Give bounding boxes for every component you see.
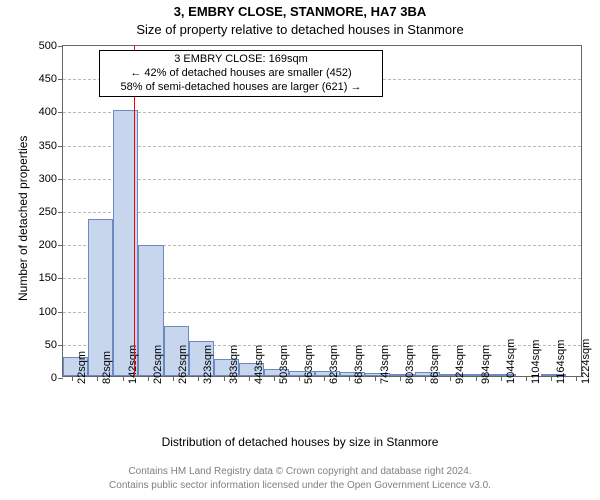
x-tick-mark bbox=[198, 376, 199, 381]
x-tick-label: 142sqm bbox=[127, 345, 139, 384]
x-tick-mark bbox=[526, 376, 527, 381]
x-tick-label: 563sqm bbox=[303, 345, 315, 384]
y-tick-label: 100 bbox=[39, 306, 57, 318]
x-axis-label: Distribution of detached houses by size … bbox=[0, 435, 600, 449]
annotation-box: 3 EMBRY CLOSE: 169sqm← 42% of detached h… bbox=[99, 50, 383, 97]
y-tick-mark bbox=[58, 345, 63, 346]
x-tick-mark bbox=[551, 376, 552, 381]
x-tick-label: 22sqm bbox=[76, 351, 88, 384]
y-tick-mark bbox=[58, 312, 63, 313]
y-tick-mark bbox=[58, 112, 63, 113]
footer-line-2: Contains public sector information licen… bbox=[0, 480, 600, 491]
y-tick-mark bbox=[58, 245, 63, 246]
annotation-line: ← 42% of detached houses are smaller (45… bbox=[106, 67, 376, 81]
x-tick-label: 262sqm bbox=[177, 345, 189, 384]
y-tick-label: 350 bbox=[39, 140, 57, 152]
chart-subtitle: Size of property relative to detached ho… bbox=[0, 22, 600, 37]
y-tick-mark bbox=[58, 278, 63, 279]
annotation-line: 58% of semi-detached houses are larger (… bbox=[106, 81, 376, 95]
x-tick-mark bbox=[576, 376, 577, 381]
y-axis-label: Number of detached properties bbox=[16, 136, 30, 301]
x-tick-mark bbox=[224, 376, 225, 381]
x-tick-mark bbox=[501, 376, 502, 381]
x-tick-mark bbox=[349, 376, 350, 381]
y-tick-label: 300 bbox=[39, 173, 57, 185]
y-tick-mark bbox=[58, 146, 63, 147]
x-tick-label: 1164sqm bbox=[555, 340, 567, 384]
chart-plot-area: 05010015020025030035040045050022sqm82sqm… bbox=[62, 45, 582, 377]
x-tick-label: 323sqm bbox=[202, 345, 214, 384]
x-tick-label: 863sqm bbox=[429, 345, 441, 384]
y-tick-label: 0 bbox=[51, 372, 57, 384]
x-tick-mark bbox=[249, 376, 250, 381]
y-tick-mark bbox=[58, 212, 63, 213]
y-tick-label: 200 bbox=[39, 239, 57, 251]
x-tick-label: 683sqm bbox=[353, 345, 365, 384]
y-tick-label: 250 bbox=[39, 206, 57, 218]
x-tick-mark bbox=[148, 376, 149, 381]
x-tick-label: 202sqm bbox=[152, 345, 164, 384]
x-tick-mark bbox=[274, 376, 275, 381]
x-tick-label: 82sqm bbox=[101, 351, 113, 384]
y-tick-label: 450 bbox=[39, 73, 57, 85]
footer-line-1: Contains HM Land Registry data © Crown c… bbox=[0, 466, 600, 477]
x-tick-label: 1104sqm bbox=[530, 340, 542, 384]
x-tick-label: 803sqm bbox=[404, 345, 416, 384]
x-tick-mark bbox=[476, 376, 477, 381]
x-tick-mark bbox=[173, 376, 174, 381]
x-tick-label: 623sqm bbox=[328, 345, 340, 384]
x-tick-mark bbox=[299, 376, 300, 381]
annotation-line: 3 EMBRY CLOSE: 169sqm bbox=[106, 53, 376, 67]
x-tick-label: 503sqm bbox=[278, 345, 290, 384]
x-tick-label: 743sqm bbox=[379, 345, 391, 384]
x-tick-label: 1224sqm bbox=[580, 339, 592, 384]
x-tick-label: 984sqm bbox=[480, 345, 492, 384]
x-tick-label: 383sqm bbox=[228, 345, 240, 384]
grid-line bbox=[63, 212, 581, 213]
y-tick-label: 150 bbox=[39, 272, 57, 284]
x-tick-mark bbox=[324, 376, 325, 381]
y-tick-label: 400 bbox=[39, 106, 57, 118]
x-tick-label: 443sqm bbox=[253, 345, 265, 384]
y-tick-mark bbox=[58, 179, 63, 180]
x-tick-mark bbox=[72, 376, 73, 381]
x-tick-mark bbox=[375, 376, 376, 381]
y-tick-mark bbox=[58, 378, 63, 379]
page-root: 3, EMBRY CLOSE, STANMORE, HA7 3BA Size o… bbox=[0, 0, 600, 500]
x-tick-label: 924sqm bbox=[454, 345, 466, 384]
y-tick-mark bbox=[58, 46, 63, 47]
y-tick-mark bbox=[58, 79, 63, 80]
address-title: 3, EMBRY CLOSE, STANMORE, HA7 3BA bbox=[0, 4, 600, 19]
x-tick-mark bbox=[400, 376, 401, 381]
x-tick-mark bbox=[425, 376, 426, 381]
x-tick-mark bbox=[450, 376, 451, 381]
y-tick-label: 50 bbox=[45, 339, 57, 351]
grid-line bbox=[63, 112, 581, 113]
x-tick-label: 1044sqm bbox=[505, 339, 517, 384]
grid-line bbox=[63, 146, 581, 147]
x-tick-mark bbox=[123, 376, 124, 381]
grid-line bbox=[63, 179, 581, 180]
y-tick-label: 500 bbox=[39, 40, 57, 52]
x-tick-mark bbox=[97, 376, 98, 381]
